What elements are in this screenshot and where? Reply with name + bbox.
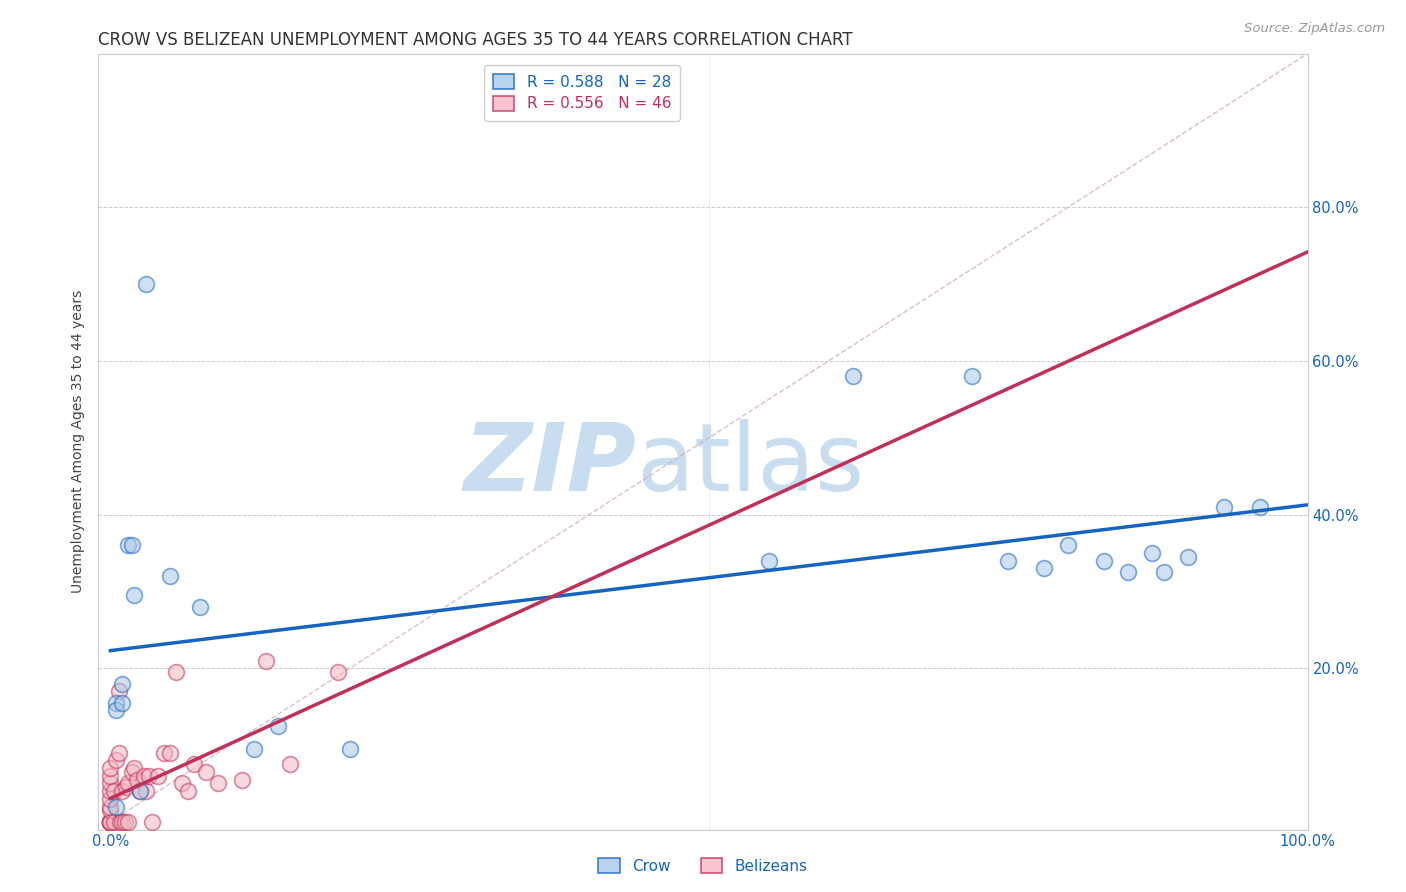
Point — [231, 772, 253, 787]
Point — [195, 764, 218, 779]
Point — [129, 784, 152, 798]
Legend: Crow, Belizeans: Crow, Belizeans — [592, 852, 814, 880]
Point — [1116, 565, 1139, 579]
Point — [1177, 549, 1199, 564]
Point — [141, 814, 163, 829]
Point — [1140, 546, 1163, 560]
Point — [207, 776, 229, 790]
Point — [107, 746, 129, 760]
Point — [115, 780, 138, 795]
Point — [1057, 538, 1080, 552]
Point — [111, 696, 134, 710]
Point — [135, 277, 157, 291]
Point — [188, 599, 211, 614]
Point — [105, 753, 128, 767]
Point — [100, 814, 122, 829]
Point — [100, 814, 122, 829]
Point — [278, 757, 301, 772]
Point — [1153, 565, 1175, 579]
Point — [124, 588, 146, 602]
Point — [841, 369, 863, 384]
Point — [177, 784, 200, 798]
Point — [100, 799, 122, 814]
Point — [100, 776, 122, 790]
Point — [172, 776, 194, 790]
Text: CROW VS BELIZEAN UNEMPLOYMENT AMONG AGES 35 TO 44 YEARS CORRELATION CHART: CROW VS BELIZEAN UNEMPLOYMENT AMONG AGES… — [98, 31, 853, 49]
Text: atlas: atlas — [637, 419, 865, 511]
Point — [103, 814, 125, 829]
Point — [121, 764, 143, 779]
Point — [100, 814, 122, 829]
Point — [165, 665, 187, 679]
Point — [117, 776, 139, 790]
Point — [962, 369, 984, 384]
Text: ZIP: ZIP — [464, 419, 637, 511]
Point — [132, 769, 155, 783]
Point — [100, 769, 122, 783]
Point — [111, 814, 134, 829]
Point — [125, 772, 148, 787]
Legend: R = 0.588   N = 28, R = 0.556   N = 46: R = 0.588 N = 28, R = 0.556 N = 46 — [484, 65, 681, 120]
Point — [111, 784, 134, 798]
Point — [1212, 500, 1234, 514]
Point — [153, 746, 176, 760]
Point — [100, 792, 122, 806]
Point — [100, 814, 122, 829]
Point — [1249, 500, 1271, 514]
Point — [159, 569, 181, 583]
Point — [105, 799, 128, 814]
Point — [997, 554, 1019, 568]
Point — [267, 719, 290, 733]
Point — [100, 761, 122, 775]
Point — [107, 684, 129, 698]
Point — [183, 757, 205, 772]
Point — [148, 769, 170, 783]
Text: Source: ZipAtlas.com: Source: ZipAtlas.com — [1244, 22, 1385, 36]
Point — [758, 554, 780, 568]
Point — [138, 769, 160, 783]
Point — [117, 538, 139, 552]
Point — [326, 665, 349, 679]
Point — [159, 746, 181, 760]
Point — [108, 814, 131, 829]
Point — [135, 784, 157, 798]
Point — [1033, 561, 1056, 575]
Point — [100, 784, 122, 798]
Point — [114, 814, 136, 829]
Point — [124, 761, 146, 775]
Point — [129, 784, 152, 798]
Point — [117, 814, 139, 829]
Point — [1092, 554, 1115, 568]
Point — [254, 653, 277, 667]
Point — [111, 676, 134, 690]
Point — [243, 742, 266, 756]
Point — [105, 703, 128, 717]
Y-axis label: Unemployment Among Ages 35 to 44 years: Unemployment Among Ages 35 to 44 years — [72, 290, 86, 593]
Point — [121, 538, 143, 552]
Point — [100, 814, 122, 829]
Point — [100, 814, 122, 829]
Point — [100, 803, 122, 817]
Point — [339, 742, 361, 756]
Point — [105, 696, 128, 710]
Point — [103, 784, 125, 798]
